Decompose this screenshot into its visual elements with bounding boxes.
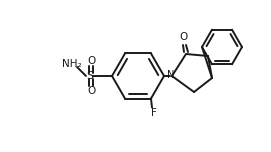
Text: NH₂: NH₂ (62, 59, 82, 69)
Text: N: N (167, 70, 175, 80)
Text: F: F (151, 107, 157, 117)
Text: S: S (86, 71, 93, 81)
Text: O: O (87, 56, 95, 66)
Text: O: O (87, 86, 95, 96)
Text: O: O (179, 32, 187, 42)
